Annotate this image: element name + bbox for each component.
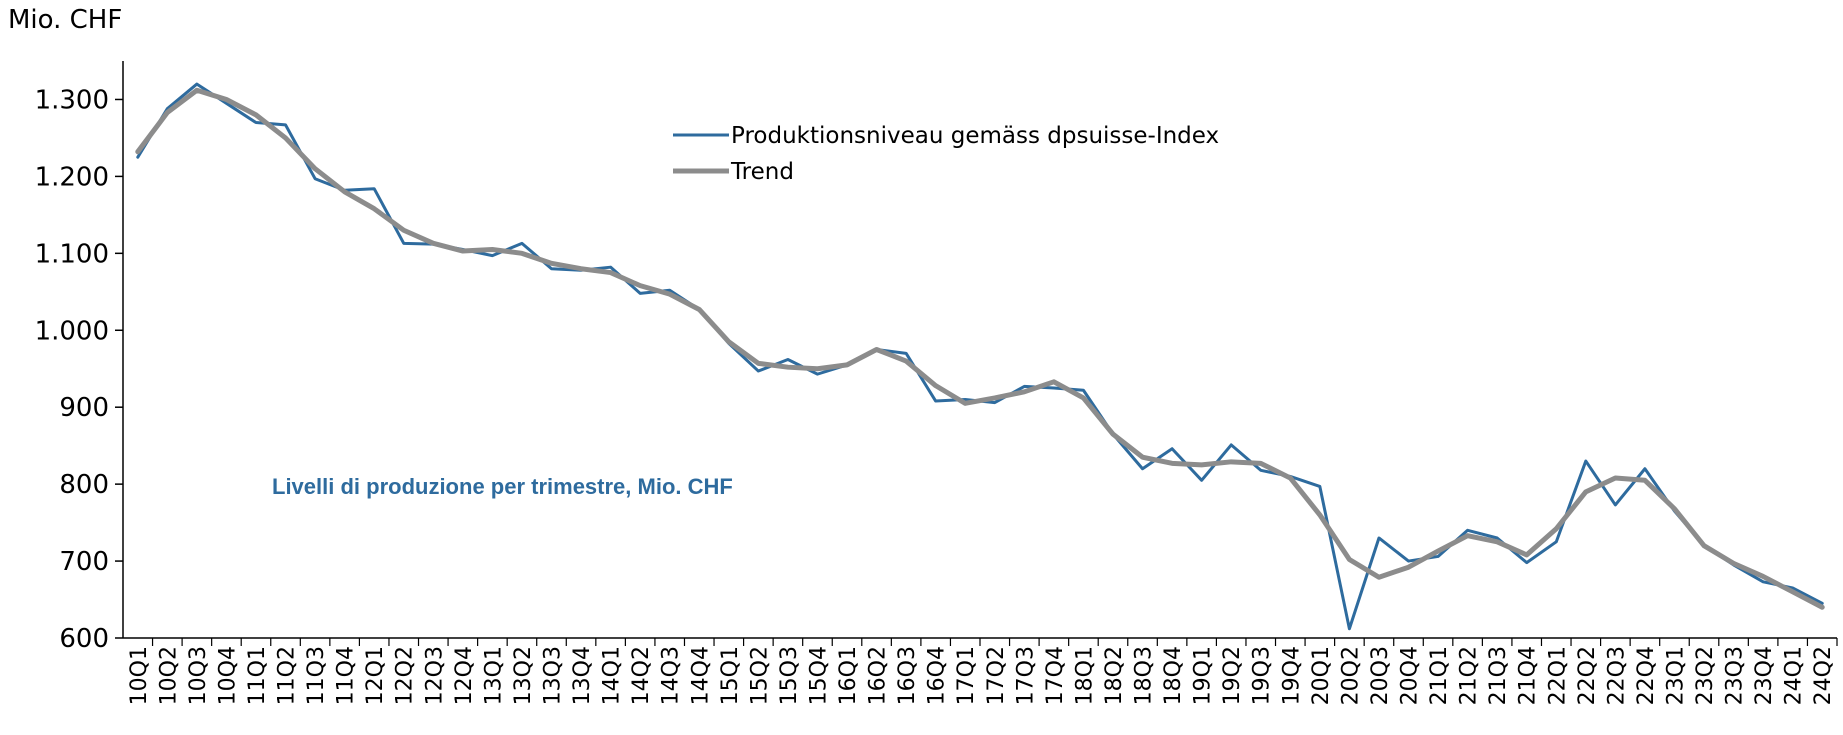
- x-tick-label: 20Q4: [1398, 646, 1423, 705]
- x-tick-label: 12Q2: [393, 646, 418, 705]
- y-tick-label: 1.100: [35, 239, 109, 269]
- x-tick-label: 19Q4: [1279, 646, 1304, 705]
- x-tick-label: 15Q4: [806, 646, 831, 705]
- x-tick-label: 13Q1: [481, 646, 506, 705]
- x-tick-label: 16Q4: [925, 646, 950, 705]
- x-tick-label: 13Q2: [511, 646, 536, 705]
- y-tick-label: 700: [59, 547, 109, 577]
- x-tick-label: 11Q1: [245, 646, 270, 705]
- x-tick-label: 22Q4: [1634, 646, 1659, 705]
- x-tick-label: 18Q3: [1132, 646, 1157, 705]
- legend-label: Produktionsniveau gemäss dpsuisse-Index: [731, 123, 1219, 149]
- y-tick-label: 800: [59, 470, 109, 500]
- x-tick-label: 21Q3: [1486, 646, 1511, 705]
- annotation: Livelli di produzione per trimestre, Mio…: [272, 474, 733, 499]
- y-tick-label: 900: [59, 393, 109, 423]
- x-tick-label: 12Q1: [363, 646, 388, 705]
- x-tick-label: 19Q3: [1250, 646, 1275, 705]
- x-tick-label: 11Q2: [275, 646, 300, 705]
- x-tick-label: 18Q4: [1161, 646, 1186, 705]
- y-tick-label: 600: [59, 624, 109, 654]
- x-tick-label: 14Q3: [659, 646, 684, 705]
- x-tick-label: 13Q3: [541, 646, 566, 705]
- x-tick-label: 12Q4: [452, 646, 477, 705]
- x-tick-label: 22Q2: [1575, 646, 1600, 705]
- x-tick-label: 10Q2: [156, 646, 181, 705]
- line-series: [135, 87, 1825, 610]
- x-tick-label: 14Q4: [688, 646, 713, 705]
- x-tick-label: 23Q4: [1752, 646, 1777, 705]
- x-tick-label: 15Q3: [777, 646, 802, 705]
- x-tick-label: 22Q1: [1545, 646, 1570, 705]
- x-tick-label: 11Q4: [334, 646, 359, 705]
- x-tick-label: 23Q3: [1723, 646, 1748, 705]
- legend-label: Trend: [730, 159, 794, 185]
- y-axis-label: Mio. CHF: [8, 5, 122, 35]
- x-tick-label: 16Q2: [866, 646, 891, 705]
- x-tick-label: 18Q2: [1102, 646, 1127, 705]
- x-tick-label: 21Q4: [1516, 646, 1541, 705]
- x-tick-label: 16Q3: [895, 646, 920, 705]
- x-tick-label: 21Q1: [1427, 646, 1452, 705]
- y-tick-label: 1.300: [35, 85, 109, 115]
- y-tick-label: 1.000: [35, 316, 109, 346]
- x-tick-label: 23Q1: [1663, 646, 1688, 705]
- x-tick-label: 21Q2: [1457, 646, 1482, 705]
- x-tick-label: 14Q1: [600, 646, 625, 705]
- x-tick-label: 19Q1: [1191, 646, 1216, 705]
- x-tick-label: 14Q2: [629, 646, 654, 705]
- x-tick-label: 15Q1: [718, 646, 743, 705]
- x-tick-label: 17Q2: [984, 646, 1009, 705]
- line-series: [136, 82, 1824, 631]
- x-tick-label: 18Q1: [1072, 646, 1097, 705]
- x-tick-label: 10Q3: [186, 646, 211, 705]
- x-tick-label: 17Q3: [1013, 646, 1038, 705]
- x-tick-label: 11Q3: [304, 646, 329, 705]
- x-tick-label: 24Q2: [1811, 646, 1836, 705]
- x-tick-label: 17Q1: [954, 646, 979, 705]
- x-tick-label: 17Q4: [1043, 646, 1068, 705]
- x-tick-label: 16Q1: [836, 646, 861, 705]
- x-tick-label: 20Q3: [1368, 646, 1393, 705]
- x-tick-label: 13Q4: [570, 646, 595, 705]
- y-tick-label: 1.200: [35, 162, 109, 192]
- x-tick-label: 15Q2: [747, 646, 772, 705]
- x-tick-label: 24Q1: [1782, 646, 1807, 705]
- x-tick-label: 20Q2: [1338, 646, 1363, 705]
- x-tick-label: 12Q3: [422, 646, 447, 705]
- x-tick-label: 22Q3: [1604, 646, 1629, 705]
- x-tick-label: 10Q4: [215, 646, 240, 705]
- x-tick-label: 10Q1: [127, 646, 152, 705]
- x-tick-label: 20Q1: [1309, 646, 1334, 705]
- x-tick-label: 23Q2: [1693, 646, 1718, 705]
- x-tick-label: 19Q2: [1220, 646, 1245, 705]
